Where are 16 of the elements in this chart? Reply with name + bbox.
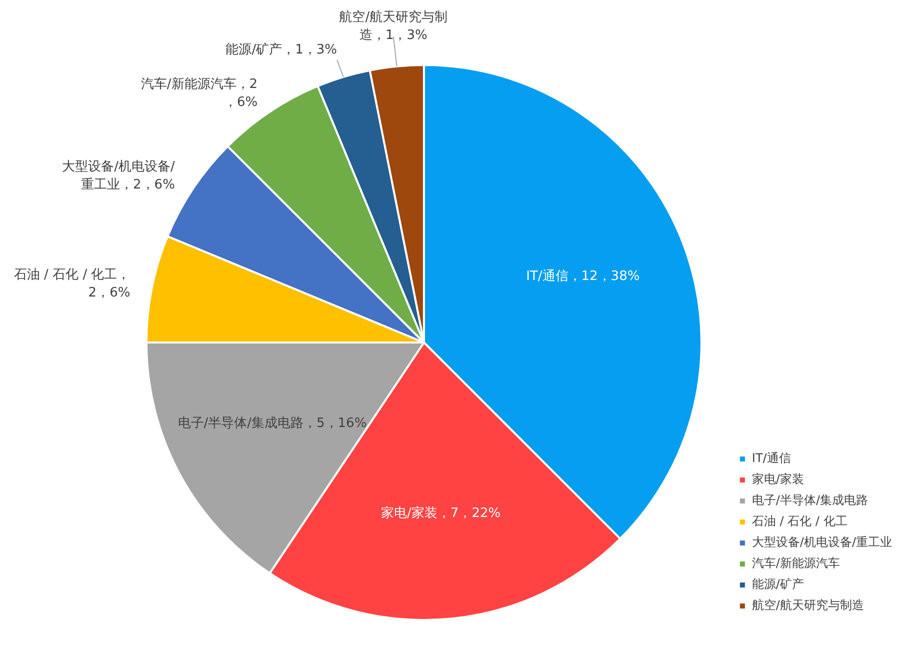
- legend-label: IT/通信: [752, 451, 791, 466]
- data-label: 电子/半导体/集成电路，5，16%: [178, 416, 367, 431]
- legend-label: 大型设备/机电设备/重工业: [752, 535, 892, 550]
- data-label: 航空/航天研究与制造，1，3%: [339, 10, 448, 43]
- legend-label: 航空/航天研究与制造: [752, 598, 864, 612]
- legend-label: 能源/矿产: [752, 577, 804, 592]
- legend-label: 电子/半导体/集成电路: [752, 493, 868, 508]
- data-label: 石油 / 石化 / 化工，2，6%: [14, 267, 130, 300]
- legend-label: 家电/家装: [752, 472, 804, 486]
- legend-label: 石油 / 石化 / 化工: [752, 514, 848, 528]
- data-label: 家电/家装，7，22%: [381, 505, 501, 522]
- data-label: 大型设备/机电设备/重工业，2，6%: [62, 159, 176, 192]
- data-label: 能源/矿产，1，3%: [226, 42, 338, 58]
- data-label: IT/通信，12，38%: [526, 269, 640, 284]
- legend-label: 汽车/新能源汽车: [752, 556, 840, 570]
- data-label: 汽车/新能源汽车，2，6%: [140, 76, 258, 110]
